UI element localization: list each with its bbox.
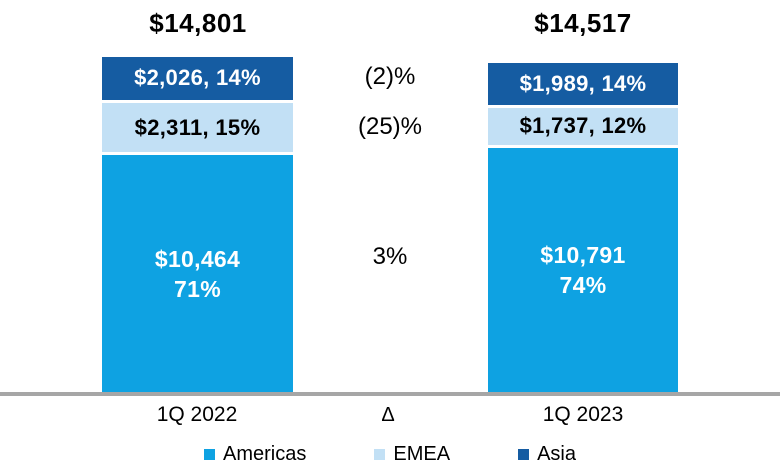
segment-label: $2,311, 15% (134, 114, 261, 140)
segment-americas: $10,464 71% (102, 155, 293, 393)
segment-label: $1,989, 14% (519, 71, 647, 97)
segment-label: $10,791 (540, 242, 626, 269)
delta-value-emea: (25)% (357, 113, 423, 140)
segment-asia: $2,026, 14% (102, 57, 293, 103)
segment-asia: $1,989, 14% (488, 63, 678, 109)
delta-value-americas: 3% (372, 243, 408, 270)
x-axis-label-delta: Δ (381, 404, 395, 426)
legend-swatch-icon (518, 449, 530, 460)
legend: Americas EMEA Asia (0, 443, 780, 466)
segment-label: 74% (559, 272, 607, 299)
segment-emea: $2,311, 15% (102, 102, 293, 156)
legend-swatch-icon (374, 449, 386, 460)
legend-swatch-icon (204, 449, 216, 460)
x-axis-label-1q2022: 1Q 2022 (156, 403, 238, 426)
x-axis-line (0, 392, 780, 396)
stacked-bar-1q2022: $2,026, 14% $2,311, 15% $10,464 71% (102, 57, 293, 393)
bar-total-1q2022: $14,801 (149, 8, 247, 38)
legend-label: Asia (537, 443, 576, 465)
legend-label: Americas (223, 443, 307, 465)
segment-label: 71% (174, 276, 221, 303)
legend-item-emea: EMEA (374, 443, 450, 466)
delta-value-asia: (2)% (364, 63, 416, 90)
legend-item-americas: Americas (204, 443, 306, 466)
x-axis-label-1q2023: 1Q 2023 (542, 403, 624, 426)
legend-label: EMEA (393, 443, 451, 465)
stacked-bar-1q2023: $1,989, 14% $1,737, 12% $10,791 74% (488, 63, 678, 393)
segment-americas: $10,791 74% (488, 147, 678, 393)
segment-label: $2,026, 14% (134, 65, 261, 91)
legend-item-asia: Asia (518, 443, 576, 466)
bar-total-1q2023: $14,517 (534, 8, 632, 38)
segment-label: $10,464 (154, 246, 241, 273)
segment-emea: $1,737, 12% (488, 108, 678, 148)
segment-label: $1,737, 12% (519, 113, 647, 139)
